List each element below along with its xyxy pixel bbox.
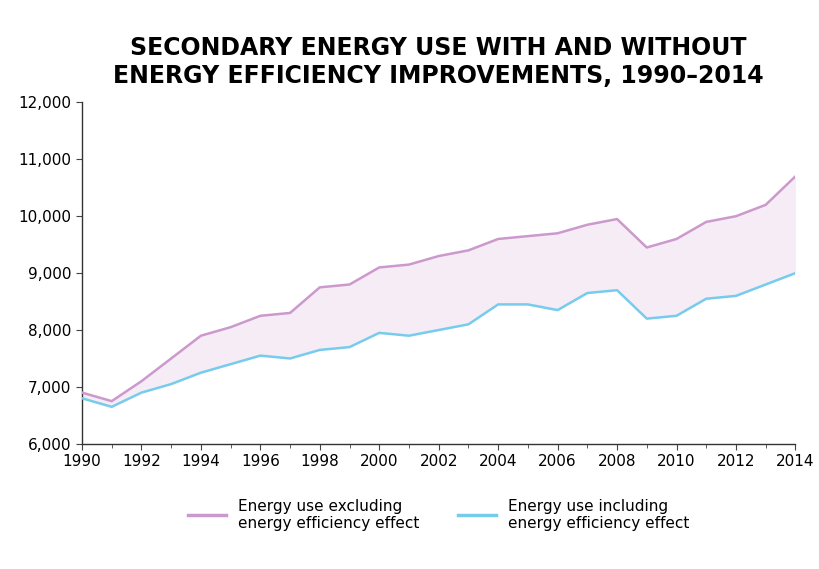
Legend: Energy use excluding
energy efficiency effect, Energy use including
energy effic: Energy use excluding energy efficiency e… <box>180 491 696 539</box>
Title: SECONDARY ENERGY USE WITH AND WITHOUT
ENERGY EFFICIENCY IMPROVEMENTS, 1990–2014: SECONDARY ENERGY USE WITH AND WITHOUT EN… <box>113 36 763 88</box>
